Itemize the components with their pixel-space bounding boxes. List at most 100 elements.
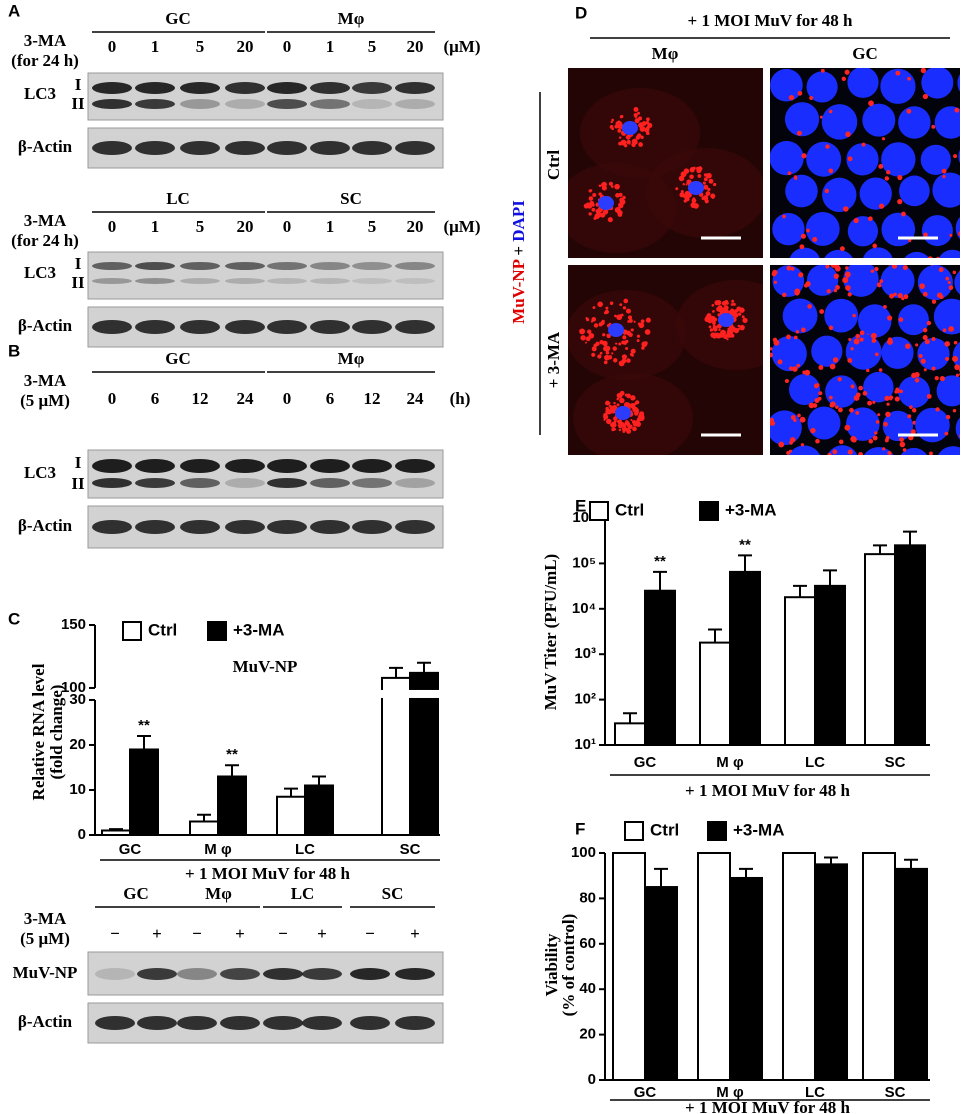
np-signal (647, 122, 653, 128)
row-label: β-Actin (18, 137, 73, 156)
np-signal (777, 359, 783, 365)
band (180, 262, 220, 270)
np-signal (634, 118, 640, 124)
row-label: LC3 (24, 463, 56, 482)
np-signal (923, 232, 928, 237)
bar (644, 886, 678, 1081)
np-signal (603, 360, 608, 365)
np-signal (936, 256, 940, 258)
lane-label: 0 (108, 389, 117, 408)
error-bar (653, 570, 667, 591)
np-signal (818, 391, 823, 396)
error-bar (623, 712, 637, 724)
stain-red: MuV-NP (509, 259, 528, 323)
np-signal (625, 308, 631, 314)
np-signal (882, 447, 886, 451)
band (310, 459, 350, 473)
panel-label: E (575, 496, 586, 515)
lane-label: − (365, 924, 375, 943)
np-signal (625, 339, 629, 344)
row-label: (5 μM) (20, 929, 70, 948)
band (395, 478, 435, 488)
band (263, 968, 303, 980)
band (395, 1016, 435, 1030)
group-label: GC (165, 9, 191, 28)
np-signal (718, 328, 721, 331)
error-bar (793, 584, 807, 598)
np-signal (832, 357, 839, 363)
np-signal (935, 407, 940, 412)
x-tick-label: SC (885, 1084, 906, 1101)
group-label: Mφ (338, 9, 365, 28)
np-signal (806, 228, 810, 233)
nucleus (938, 249, 960, 258)
band (137, 968, 177, 980)
np-signal (809, 95, 814, 100)
np-signal (611, 118, 614, 122)
x-tick-label: GC (119, 841, 142, 858)
micrograph (568, 265, 763, 455)
group-label: SC (340, 189, 362, 208)
row-label: + 3-MA (544, 331, 563, 388)
legend-swatch (699, 501, 719, 521)
np-signal (637, 133, 642, 138)
np-signal (634, 409, 640, 415)
band (302, 1016, 342, 1030)
np-signal (621, 426, 628, 432)
np-signal (872, 435, 878, 441)
np-signal (899, 389, 903, 394)
np-signal (626, 139, 631, 145)
np-signal (797, 413, 801, 418)
y-axis-label: (fold change) (47, 685, 66, 780)
lane-label: − (192, 924, 202, 943)
np-signal (793, 335, 798, 340)
lane-label: 24 (407, 389, 425, 408)
np-signal (737, 328, 740, 331)
nucleus (921, 68, 954, 99)
band (352, 459, 392, 473)
np-signal (607, 355, 613, 360)
band (352, 520, 392, 534)
y-tick-label: 80 (579, 889, 596, 906)
np-signal (609, 301, 614, 305)
np-signal (929, 451, 933, 455)
np-signal (870, 269, 875, 273)
np-signal (737, 312, 742, 316)
np-signal (853, 217, 859, 224)
legend-swatch (707, 821, 727, 841)
np-signal (878, 163, 884, 169)
np-signal (792, 366, 798, 372)
np-signal (920, 68, 927, 74)
band (137, 1016, 177, 1030)
np-signal (958, 231, 960, 237)
nucleus (920, 144, 951, 175)
x-tick-label: SC (400, 841, 421, 858)
significance: ** (226, 746, 238, 763)
nucleus (900, 447, 927, 455)
np-signal (637, 111, 641, 115)
np-signal (922, 334, 928, 341)
lane-label: 1 (151, 37, 160, 56)
np-signal (592, 193, 597, 197)
np-signal (870, 332, 877, 339)
np-signal (828, 168, 834, 174)
np-signal (875, 352, 879, 357)
np-signal (844, 424, 851, 431)
np-signal (703, 184, 709, 190)
np-signal (883, 421, 888, 427)
np-signal (641, 341, 648, 348)
legend-swatch (624, 821, 644, 841)
band (395, 99, 435, 109)
np-signal (630, 395, 636, 401)
np-signal (886, 170, 891, 175)
np-signal (884, 176, 890, 181)
np-signal (898, 317, 904, 322)
error-bar (197, 813, 211, 822)
np-signal (628, 318, 633, 323)
np-signal (936, 292, 943, 298)
lane-label: 24 (237, 389, 255, 408)
np-signal (705, 191, 711, 196)
np-signal (837, 377, 842, 382)
nucleus (847, 216, 879, 247)
bar (894, 544, 926, 746)
